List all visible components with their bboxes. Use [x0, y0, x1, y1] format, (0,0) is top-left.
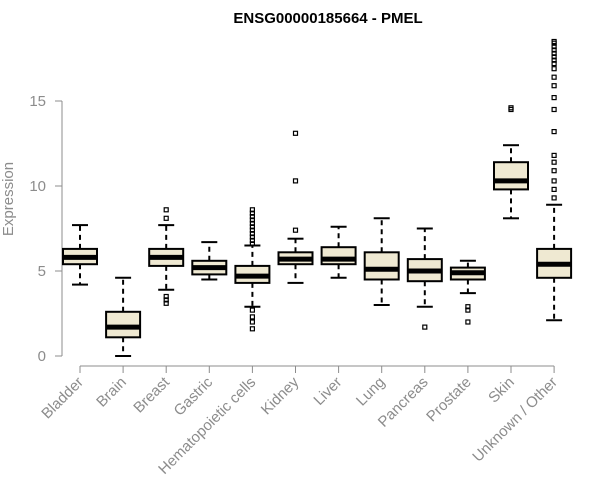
box-breast	[148, 207, 185, 306]
outlier-point	[551, 178, 557, 184]
box-unknown-other	[536, 38, 573, 322]
y-axis-label: Expression	[0, 162, 17, 236]
outlier-point	[551, 129, 557, 135]
x-tick-label: Brain	[93, 374, 130, 411]
chart-title: ENSG00000185664 - PMEL	[233, 10, 422, 27]
outlier-point	[292, 227, 299, 233]
outlier-point	[249, 326, 255, 332]
box-liver	[320, 225, 357, 279]
box-lung	[363, 217, 400, 306]
box-hematopoietic-cells	[234, 207, 271, 332]
outlier-point	[551, 54, 557, 60]
outlier-point	[551, 168, 557, 174]
outlier-point	[551, 43, 557, 50]
x-tick-label: Lung	[353, 374, 389, 410]
outlier-point	[422, 324, 428, 330]
outlier-point	[551, 66, 557, 72]
x-tick-label: Liver	[310, 374, 345, 409]
outlier-point	[551, 195, 557, 201]
outlier-point	[551, 38, 557, 45]
outlier-point	[249, 237, 255, 243]
outlier-point	[249, 234, 255, 240]
outlier-point	[551, 74, 557, 80]
x-tick-label: Kidney	[258, 373, 303, 418]
y-tick-label: 10	[29, 178, 46, 195]
outlier-point	[508, 105, 514, 111]
outlier-point	[249, 307, 255, 313]
outlier-point	[551, 159, 557, 165]
outlier-point	[249, 319, 255, 325]
outlier-point	[465, 307, 471, 313]
iqr-box	[320, 246, 357, 266]
y-axis: 0 5 10 15	[29, 93, 63, 365]
outlier-point	[292, 178, 299, 184]
y-tick-label: 5	[38, 263, 46, 280]
x-tick-label: Prostate	[423, 374, 475, 426]
outlier-point	[163, 297, 169, 303]
outlier-point	[249, 207, 255, 213]
x-tick-label: Bladder	[38, 374, 87, 423]
y-tick-label: 15	[29, 93, 46, 110]
outlier-point	[249, 220, 255, 226]
outlier-point	[249, 227, 255, 233]
iqr-box	[493, 161, 529, 191]
box-kidney	[277, 130, 314, 284]
x-tick-label: Skin	[485, 374, 518, 407]
outlier-point	[551, 186, 557, 192]
outlier-point	[551, 94, 557, 101]
iqr-box	[105, 310, 142, 339]
y-tick-label: 0	[38, 348, 46, 365]
outlier-point	[292, 130, 299, 136]
outlier-point	[163, 207, 169, 213]
outlier-point	[465, 319, 471, 325]
outlier-point	[163, 293, 169, 300]
x-tick-label: Breast	[130, 373, 173, 416]
outlier-point	[163, 300, 169, 306]
outlier-point	[249, 314, 255, 320]
boxes	[62, 38, 573, 357]
box-bladder	[62, 224, 98, 286]
outlier-point	[551, 152, 557, 158]
outlier-point	[249, 217, 255, 223]
box-brain	[105, 276, 142, 357]
outlier-point	[551, 60, 557, 67]
outlier-point	[551, 83, 557, 89]
box-skin	[493, 105, 529, 220]
box-gastric	[191, 241, 228, 281]
outlier-point	[249, 210, 255, 216]
outlier-point	[551, 106, 557, 113]
box-pancreas	[406, 227, 443, 330]
outlier-point	[465, 304, 471, 310]
box-prostate	[449, 259, 486, 325]
outlier-point	[163, 215, 169, 221]
iqr-box	[363, 251, 400, 281]
